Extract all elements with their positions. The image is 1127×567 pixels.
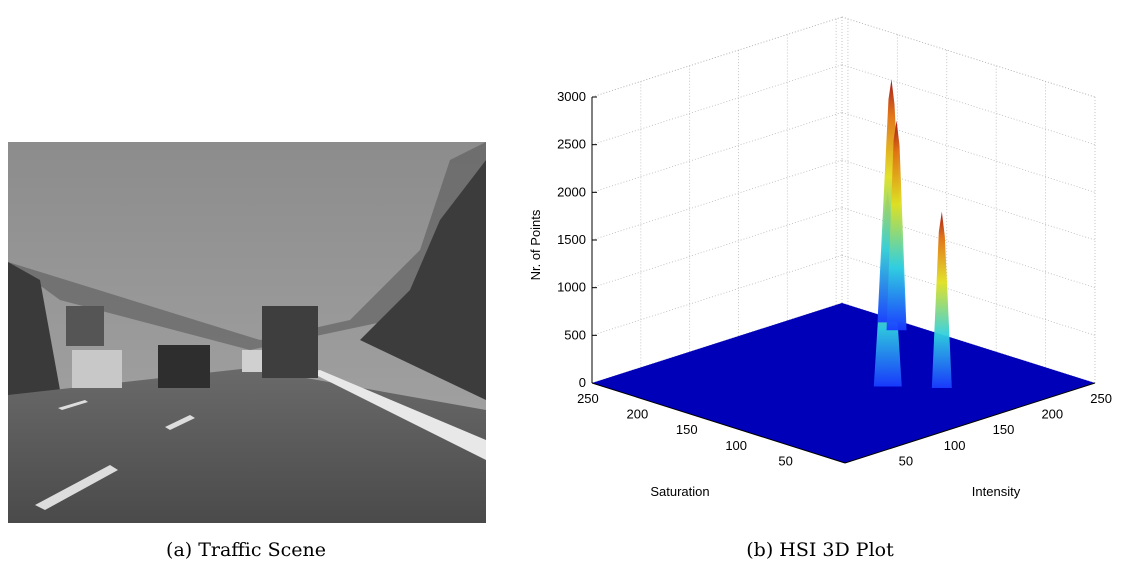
x-axis-label: Saturation — [650, 484, 709, 499]
grid-line — [842, 160, 1095, 240]
z-axis-label: Nr. of Points — [528, 209, 543, 280]
y-tick-label: 100 — [944, 438, 966, 453]
z-tick-label: 0 — [579, 375, 586, 390]
z-tick-label: 2000 — [557, 184, 586, 199]
grid-line — [592, 160, 842, 240]
x-tick-label: 100 — [725, 438, 747, 453]
figure: (a) Traffic Scene (b) HSI 3D Plot 0 500 10… — [0, 0, 1127, 567]
x-tick-label: 150 — [676, 422, 698, 437]
y-axis-label: Intensity — [972, 484, 1021, 499]
grid-line — [592, 65, 842, 145]
grid-line — [592, 112, 842, 192]
caption: (b) HSI 3D Plot — [746, 539, 894, 561]
surface-plot: 0 500 1000 1500 2000 2500 3000 50 100 150 200 250 50… — [528, 17, 1112, 499]
traffic-photo — [8, 142, 486, 523]
x-tick-label: 50 — [778, 453, 792, 468]
caption: (a) Traffic Scene — [166, 539, 326, 561]
surface-peak — [932, 212, 952, 388]
x-tick-label: 250 — [577, 391, 599, 406]
z-tick-label: 500 — [564, 327, 586, 342]
z-tick-label: 3000 — [557, 89, 586, 104]
grid-line — [592, 17, 842, 97]
grid-line — [842, 112, 1095, 192]
y-tick-label: 150 — [993, 422, 1015, 437]
grid-line — [842, 17, 1095, 97]
y-tick-label: 200 — [1041, 407, 1063, 422]
y-tick-label: 50 — [899, 453, 913, 468]
grid-line — [592, 208, 842, 288]
surface-floor — [592, 303, 1095, 463]
z-tick-label: 2500 — [557, 137, 586, 152]
x-tick-label: 200 — [626, 407, 648, 422]
z-tick-label: 1500 — [557, 232, 586, 247]
y-tick-label: 250 — [1090, 391, 1112, 406]
grid-line — [842, 65, 1095, 145]
z-tick-label: 1000 — [557, 280, 586, 295]
